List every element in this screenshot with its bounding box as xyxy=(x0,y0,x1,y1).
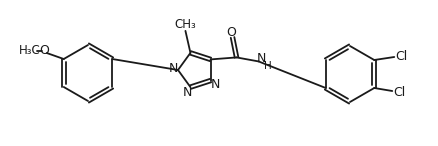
Text: H₃C: H₃C xyxy=(19,44,41,57)
Text: N: N xyxy=(211,78,220,91)
Text: H: H xyxy=(264,61,272,71)
Text: Cl: Cl xyxy=(393,86,406,99)
Text: Cl: Cl xyxy=(395,49,407,62)
Text: CH₃: CH₃ xyxy=(175,18,196,31)
Text: N: N xyxy=(183,86,192,99)
Text: O: O xyxy=(39,44,49,57)
Text: O: O xyxy=(226,26,237,39)
Text: N: N xyxy=(257,52,266,65)
Text: N: N xyxy=(168,61,178,74)
